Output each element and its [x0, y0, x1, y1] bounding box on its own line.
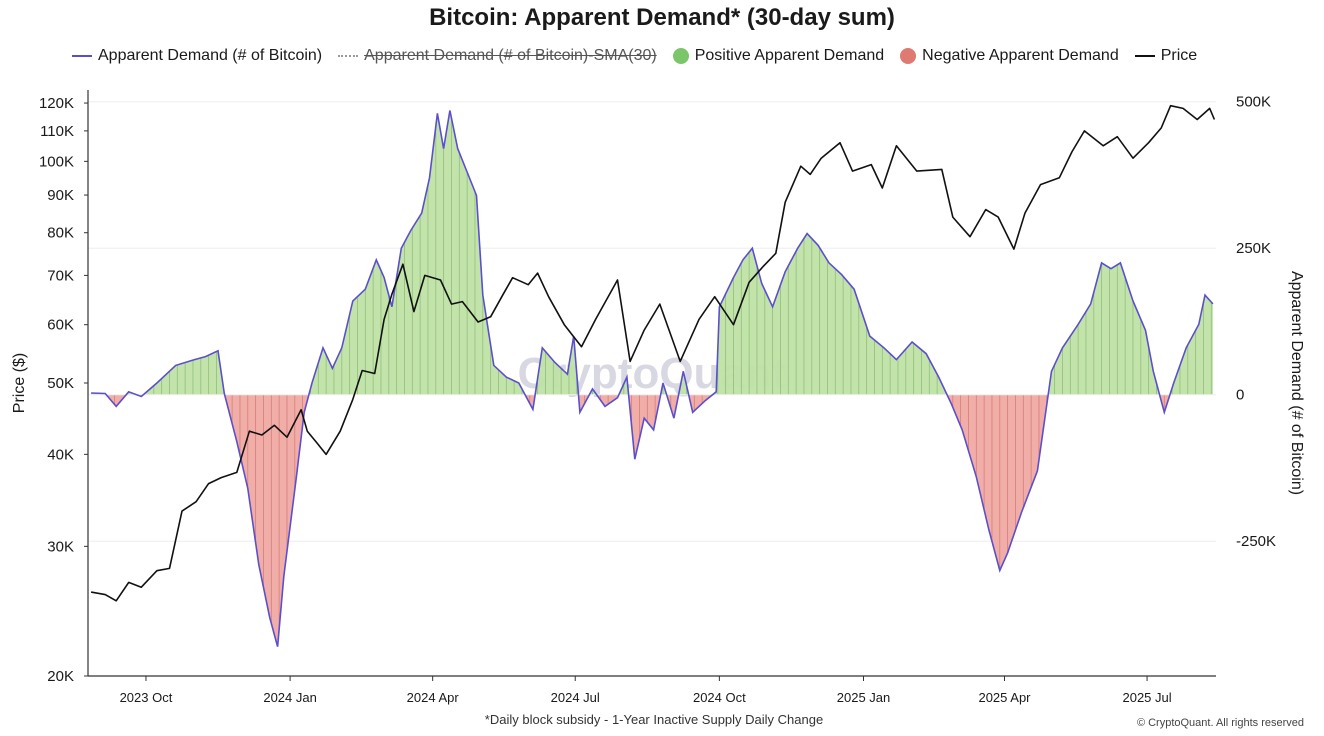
right-tick-label: 0 — [1236, 387, 1244, 404]
legend-swatch — [900, 48, 917, 64]
apparent-demand-line — [91, 110, 1214, 647]
x-tick-label: 2024 Jul — [551, 690, 600, 705]
left-tick-label: 40K — [47, 446, 74, 463]
legend-swatch — [338, 55, 359, 57]
x-tick-label: 2025 Jul — [1122, 690, 1171, 705]
legend-item[interactable]: Negative Apparent Demand — [900, 47, 1119, 65]
positive-demand-area — [1048, 262, 1160, 395]
left-tick-label: 70K — [47, 267, 74, 284]
legend-swatch — [72, 55, 92, 57]
right-tick-label: 500K — [1236, 94, 1271, 111]
right-tick-label: 250K — [1236, 240, 1271, 257]
price-line — [90, 104, 1216, 602]
legend-item[interactable]: Apparent Demand (# of Bitcoin)-SMA(30) — [338, 47, 657, 65]
legend-item[interactable]: Apparent Demand (# of Bitcoin) — [72, 47, 322, 65]
chart-title: Bitcoin: Apparent Demand* (30-day sum) — [429, 4, 895, 31]
left-tick-label: 20K — [47, 668, 74, 685]
x-tick-label: 2024 Apr — [407, 690, 460, 705]
x-tick-label: 2024 Jan — [263, 690, 317, 705]
x-tick-label: 2025 Apr — [978, 690, 1031, 705]
positive-demand-area — [308, 110, 526, 395]
negative-demand-area — [628, 394, 661, 460]
negative-demand-area — [1159, 394, 1170, 413]
left-tick-label: 60K — [47, 317, 74, 334]
negative-demand-area — [106, 394, 127, 407]
copyright: © CryptoQuant. All rights reserved — [1137, 717, 1304, 729]
legend-item[interactable]: Price — [1134, 47, 1198, 65]
legend-label: Positive Apparent Demand — [694, 47, 885, 64]
legend-label: Apparent Demand (# of Bitcoin)-SMA(30) — [364, 47, 657, 64]
positive-demand-area — [143, 350, 225, 395]
demand-area — [91, 110, 1213, 647]
left-tick-label: 90K — [47, 187, 74, 204]
series-lines — [88, 104, 1216, 647]
positive-demand-area — [1169, 295, 1213, 395]
chart-legend: Apparent Demand (# of Bitcoin) Apparent D… — [72, 44, 1213, 68]
legend-label: Price — [1160, 47, 1198, 64]
left-tick-label: 120K — [39, 95, 74, 112]
left-tick-label: 110K — [40, 123, 74, 140]
negative-demand-area — [666, 394, 679, 419]
legend-label: Apparent Demand (# of Bitcoin) — [98, 47, 323, 64]
left-tick-label: 100K — [39, 153, 74, 170]
legend-item[interactable]: Positive Apparent Demand — [672, 47, 885, 65]
footnote: *Daily block subsidy - 1-Year Inactive S… — [485, 712, 823, 727]
right-tick-label: -250K — [1236, 533, 1276, 550]
left-tick-label: 80K — [47, 225, 74, 242]
legend-swatch — [1134, 55, 1155, 57]
right-axis-title: Apparent Demand (# of Bitcoin) — [1288, 271, 1305, 495]
x-tick-label: 2024 Oct — [693, 690, 746, 705]
left-axis-title: Price ($) — [11, 353, 28, 413]
demand-bar-lines — [114, 118, 1212, 630]
legend-label: Negative Apparent Demand — [922, 47, 1119, 64]
left-tick-label: 50K — [47, 375, 74, 392]
positive-demand-area — [712, 233, 948, 395]
x-tick-label: 2023 Oct — [120, 690, 173, 705]
negative-demand-area — [224, 394, 309, 647]
x-tick-label: 2025 Jan — [837, 690, 891, 705]
legend-swatch — [672, 48, 689, 64]
left-tick-label: 30K — [47, 538, 74, 555]
axes: 20K 30K 40K 50K 60K 70K 80K 90K 100K 110K 120K 500K… — [39, 90, 1276, 705]
